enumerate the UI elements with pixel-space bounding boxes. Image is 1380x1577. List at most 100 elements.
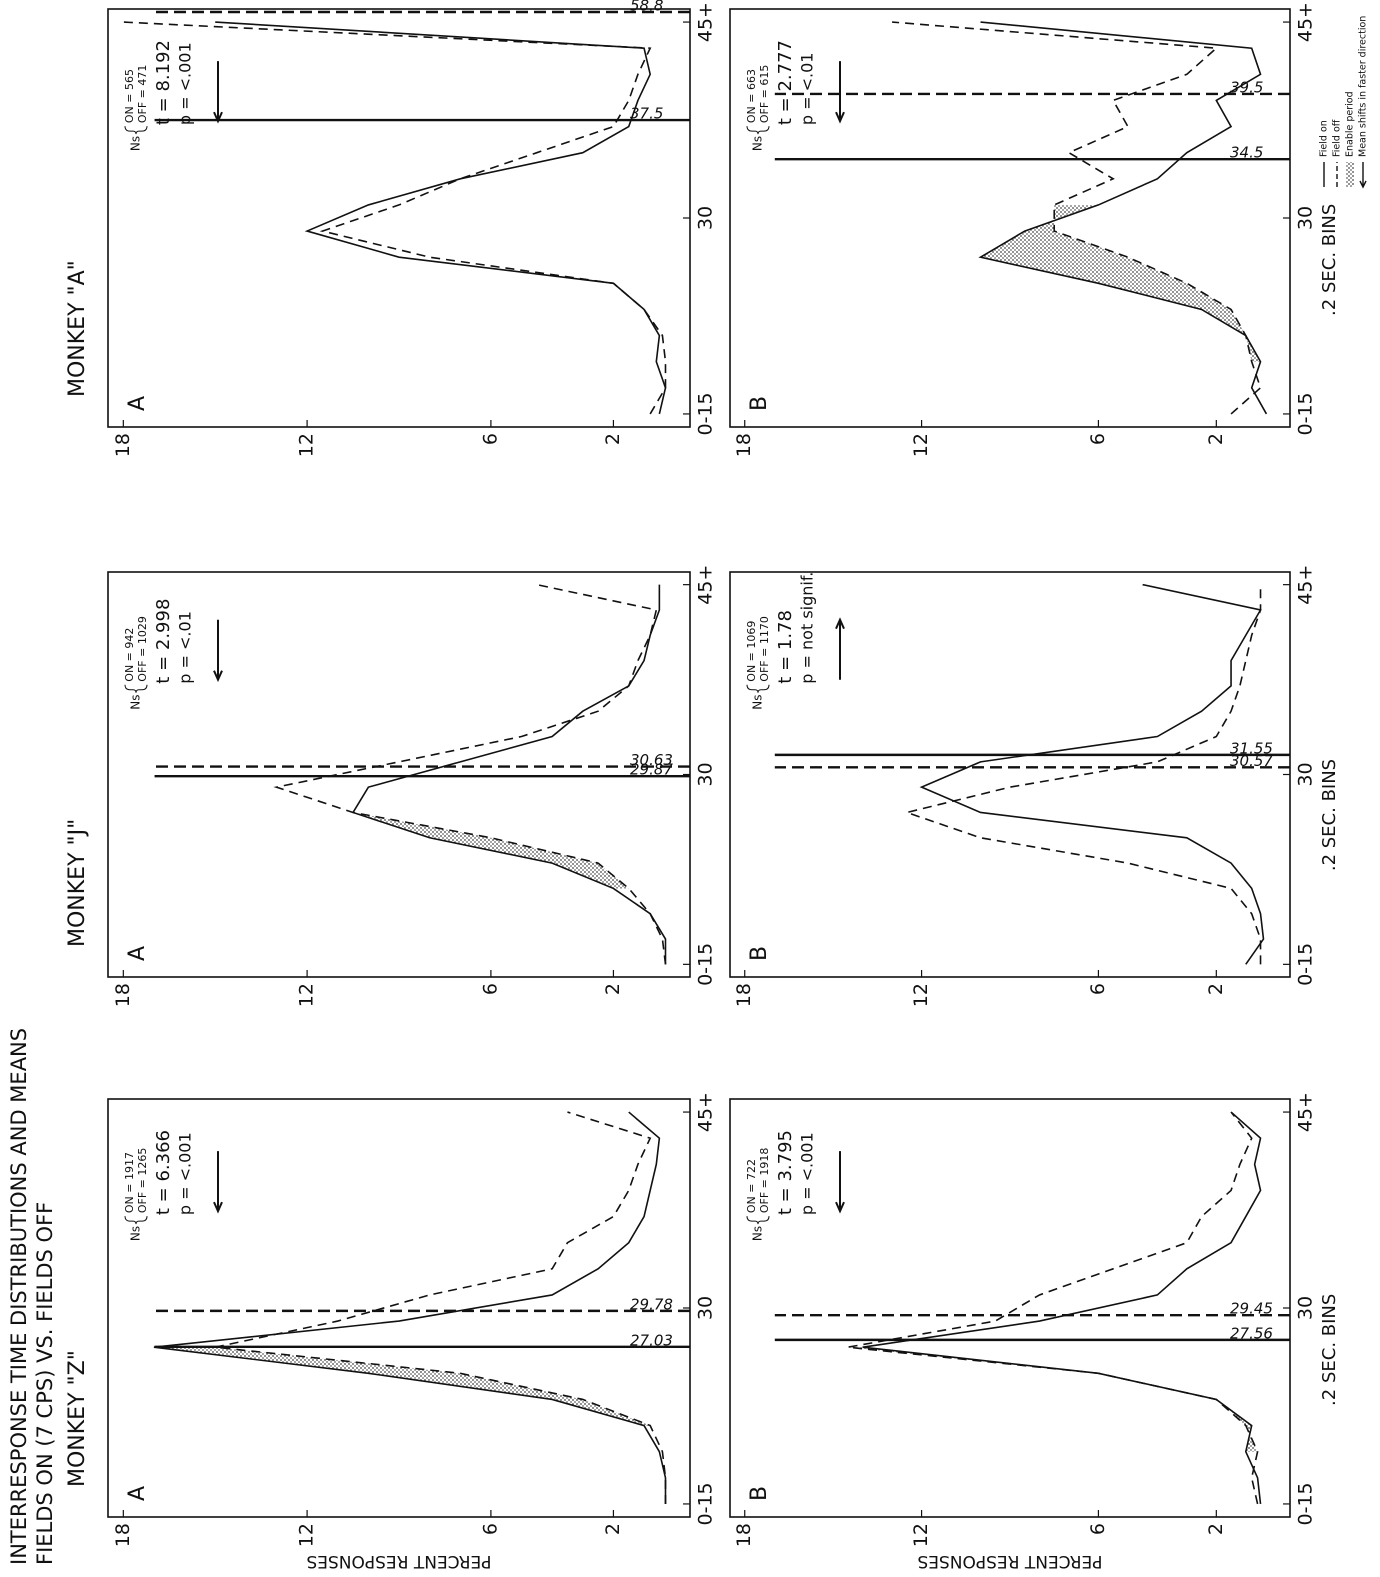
stats-t: t = 1.78: [775, 610, 796, 684]
monkey-heading: MONKEY "Z": [65, 1350, 90, 1487]
stats-on: ON = 722: [745, 1159, 758, 1213]
y-tick-label: 18: [112, 1523, 134, 1547]
figure-subtitle: FIELDS ON (7 CPS) VS. FIELDS OFF: [33, 1202, 57, 1565]
mean-label: 31.55: [1230, 739, 1273, 757]
y-tick-label: 12: [910, 983, 932, 1007]
stats-p: p = <.001: [798, 1132, 817, 1215]
enable-period: [980, 204, 1261, 362]
stats-t: t = 2.777: [775, 40, 796, 125]
x-axis-title: .2 SEC. BINS: [1319, 204, 1340, 316]
stats-arrow: [213, 619, 223, 683]
stats-on: ON = 663: [745, 69, 758, 123]
stats-arrow: [835, 617, 845, 680]
panel: MONKEY "A" A 2 6 12 18 0-15 30 45+ 37.5 58.8 Ns ON =…: [65, 0, 717, 457]
stats-on: ON = 1069: [745, 621, 758, 682]
x-tick-label: 0-15: [1295, 1482, 1317, 1525]
legend-symbol: [1346, 162, 1354, 187]
legend-label: Mean shifts in faster direction: [1358, 16, 1369, 157]
y-tick-label: 12: [910, 1523, 932, 1547]
panel: B .2 SEC. BINS 2 6 12 18 0-15 30 45+ 34.5 39.5 Ns ON…: [729, 2, 1340, 457]
panel-letter: B: [747, 946, 772, 961]
stats-off: OFF = 1170: [758, 616, 771, 682]
y-tick-label: 2: [1205, 1523, 1227, 1535]
x-tick-label: 30: [695, 1296, 717, 1320]
panel: B PERCENT RESPONSES .2 SEC. BINS 2 6 12 18 0-15…: [729, 1092, 1340, 1571]
monkey-heading: MONKEY "A": [65, 260, 90, 397]
stats-brace: [124, 1216, 148, 1225]
y-tick-label: 6: [1087, 433, 1109, 445]
series-line: [904, 584, 1262, 965]
y-tick-label: 18: [733, 983, 755, 1007]
series-line: [273, 583, 667, 965]
legend-label: Field off: [1332, 119, 1343, 157]
stats-brace: [746, 1216, 770, 1225]
series-line: [215, 1111, 667, 1504]
y-tick-label: 2: [602, 1523, 624, 1535]
stats-t: t = 2.998: [153, 599, 174, 684]
mean-label: 27.56: [1230, 1324, 1273, 1342]
stats-off: OFF = 1265: [136, 1148, 149, 1214]
y-tick-label: 6: [479, 433, 501, 445]
series-line: [153, 1111, 667, 1504]
series-line: [351, 584, 667, 965]
mean-label: 29.45: [1230, 1300, 1273, 1318]
y-tick-label: 2: [602, 983, 624, 995]
stats-t: t = 6.366: [153, 1130, 174, 1215]
stats-brace: [124, 684, 148, 693]
stats-on: ON = 565: [123, 69, 136, 123]
stats-t: t = 3.795: [775, 1130, 796, 1215]
x-tick-label: 45+: [1295, 2, 1317, 42]
mean-label: 29.78: [630, 1295, 673, 1313]
y-axis-title: PERCENT RESPONSES: [306, 1551, 491, 1571]
mean-label: 34.5: [1230, 144, 1263, 162]
stats-ns: Ns: [129, 136, 143, 151]
plot-frame: [107, 1098, 691, 1518]
y-tick-label: 2: [1205, 983, 1227, 995]
stats-brace: [746, 684, 770, 693]
x-axis-title: .2 SEC. BINS: [1319, 759, 1340, 871]
stats-on: ON = 942: [123, 628, 136, 682]
y-tick-label: 12: [296, 983, 318, 1007]
stats-brace: [124, 126, 148, 135]
x-tick-label: 30: [1295, 762, 1317, 786]
stats-off: OFF = 1918: [758, 1148, 771, 1214]
stats-arrow: [213, 61, 223, 124]
enable-period: [153, 1347, 651, 1426]
x-tick-label: 0-15: [1295, 392, 1317, 435]
legend-label: Enable period: [1345, 91, 1356, 157]
y-tick-label: 12: [296, 1523, 318, 1547]
x-tick-label: 45+: [695, 2, 717, 42]
stats-on: ON = 1917: [123, 1152, 136, 1213]
panel: MONKEY "Z" A PERCENT RESPONSES 2 6 12 18 0-15 30…: [65, 1092, 717, 1571]
x-tick-label: 30: [695, 206, 717, 230]
stats-off: OFF = 615: [758, 65, 771, 124]
y-tick-label: 6: [1087, 1523, 1109, 1535]
series-line: [919, 583, 1265, 965]
x-tick-label: 0-15: [695, 392, 717, 435]
legend: Field on Field off Enable period Mean shift…: [1319, 16, 1369, 189]
x-tick-label: 30: [1295, 1296, 1317, 1320]
stats-p: p = <.01: [176, 611, 195, 684]
x-axis-title: .2 SEC. BINS: [1319, 1294, 1340, 1406]
stats-p: p = <.001: [176, 1132, 195, 1215]
x-tick-label: 45+: [1295, 565, 1317, 605]
mean-label: 29.87: [630, 761, 673, 779]
mean-label: 27.03: [630, 1331, 673, 1349]
y-tick-label: 12: [296, 433, 318, 457]
y-tick-label: 2: [602, 433, 624, 445]
x-tick-label: 0-15: [695, 943, 717, 986]
plot-frame: [107, 571, 691, 978]
mean-label: 58.8: [630, 0, 663, 15]
enable-period: [847, 1347, 1258, 1452]
panel-letter: A: [125, 946, 150, 961]
series-line: [978, 21, 1268, 415]
stats-ns: Ns: [751, 136, 765, 151]
stats-ns: Ns: [751, 694, 765, 709]
stats-ns: Ns: [129, 1226, 143, 1241]
series-line: [123, 21, 667, 415]
y-axis-title: PERCENT RESPONSES: [917, 1551, 1102, 1571]
figure-title: INTERRESPONSE TIME DISTRIBUTIONS AND MEA…: [7, 1028, 31, 1565]
stats-p: p = <.001: [176, 42, 195, 125]
mean-label: 37.5: [630, 105, 663, 123]
